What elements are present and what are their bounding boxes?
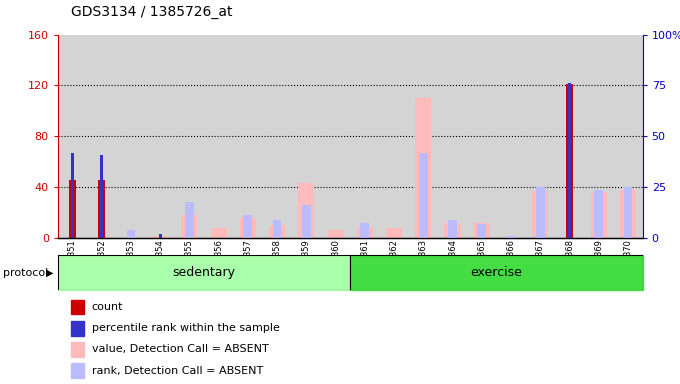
Bar bbox=[415, 98, 431, 238]
Bar bbox=[273, 220, 282, 238]
Bar bbox=[496, 35, 526, 238]
Bar bbox=[99, 180, 105, 238]
Bar bbox=[474, 223, 490, 238]
Bar bbox=[620, 190, 636, 238]
Bar bbox=[146, 35, 175, 238]
Bar bbox=[126, 230, 135, 238]
Bar bbox=[299, 184, 314, 238]
Bar bbox=[243, 215, 252, 238]
Bar bbox=[175, 35, 204, 238]
Bar bbox=[507, 235, 515, 238]
Text: exercise: exercise bbox=[471, 266, 522, 279]
Bar bbox=[328, 230, 343, 238]
Bar bbox=[58, 255, 350, 290]
Bar bbox=[467, 35, 496, 238]
Text: value, Detection Call = ABSENT: value, Detection Call = ABSENT bbox=[92, 344, 269, 354]
Bar bbox=[532, 191, 548, 238]
Bar bbox=[58, 35, 87, 238]
Bar bbox=[350, 255, 643, 290]
Bar bbox=[584, 35, 613, 238]
Bar bbox=[269, 225, 285, 238]
Bar bbox=[321, 35, 350, 238]
Bar bbox=[360, 223, 369, 238]
Bar bbox=[233, 35, 262, 238]
Bar bbox=[185, 202, 194, 238]
Bar bbox=[211, 228, 226, 238]
Bar bbox=[624, 187, 632, 238]
Text: percentile rank within the sample: percentile rank within the sample bbox=[92, 323, 279, 333]
Bar bbox=[445, 223, 460, 238]
Bar bbox=[613, 35, 643, 238]
Bar bbox=[71, 152, 74, 238]
Text: protocol: protocol bbox=[3, 268, 49, 278]
Bar bbox=[568, 83, 571, 238]
Text: sedentary: sedentary bbox=[173, 266, 235, 279]
Bar bbox=[182, 215, 197, 238]
Bar bbox=[386, 228, 402, 238]
Bar bbox=[536, 187, 545, 238]
Text: GDS3134 / 1385726_at: GDS3134 / 1385726_at bbox=[71, 5, 233, 19]
Bar bbox=[292, 35, 321, 238]
Text: ▶: ▶ bbox=[46, 268, 54, 278]
Bar bbox=[526, 35, 555, 238]
Bar bbox=[477, 224, 486, 238]
Text: rank, Detection Call = ABSENT: rank, Detection Call = ABSENT bbox=[92, 366, 263, 376]
Bar bbox=[591, 192, 607, 238]
Bar bbox=[438, 35, 467, 238]
Bar bbox=[100, 155, 103, 238]
Bar bbox=[409, 35, 438, 238]
Bar bbox=[379, 35, 409, 238]
Bar bbox=[566, 84, 573, 238]
Bar bbox=[69, 180, 75, 238]
Bar bbox=[152, 235, 168, 238]
Bar bbox=[87, 35, 116, 238]
Bar bbox=[555, 35, 584, 238]
Bar bbox=[204, 35, 233, 238]
Text: count: count bbox=[92, 302, 123, 312]
Bar bbox=[158, 234, 162, 238]
Bar bbox=[357, 227, 373, 238]
Bar bbox=[302, 205, 311, 238]
Bar bbox=[350, 35, 379, 238]
Bar bbox=[419, 153, 428, 238]
Bar bbox=[448, 220, 457, 238]
Bar bbox=[116, 35, 146, 238]
Bar bbox=[240, 218, 256, 238]
Bar bbox=[594, 190, 603, 238]
Bar bbox=[262, 35, 292, 238]
